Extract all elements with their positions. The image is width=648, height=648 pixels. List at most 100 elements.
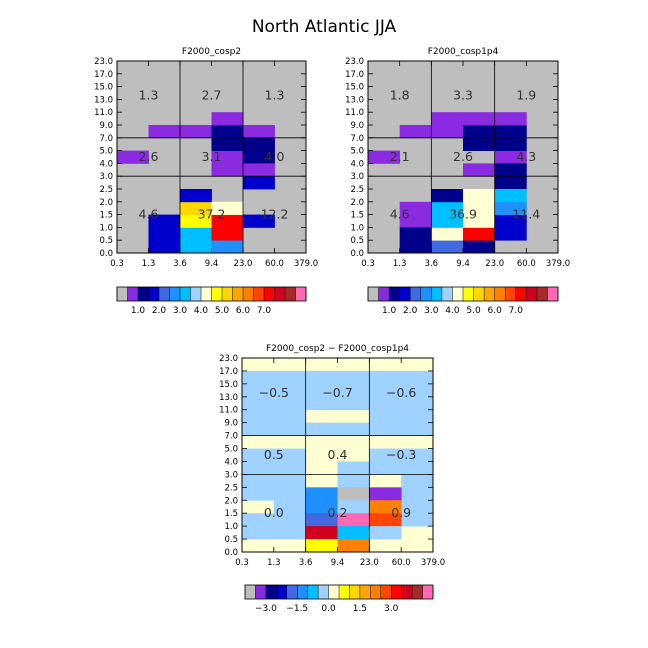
heatmap-cell [337, 461, 370, 475]
colorbar-swatch [505, 287, 517, 301]
heatmap-cell [463, 214, 496, 228]
group-value-label: 2.1 [390, 149, 410, 164]
heatmap-cell [211, 163, 244, 177]
heatmap-cell [494, 163, 527, 177]
heatmap-cell [148, 227, 181, 241]
colorbar-swatch [286, 585, 298, 599]
heatmap-cell [211, 112, 244, 126]
colorbar-swatch [359, 585, 371, 599]
heatmap-cell [401, 474, 434, 488]
heatmap-cell [401, 513, 434, 527]
heatmap-cell [273, 500, 307, 514]
x-tick-label: 0.3 [235, 558, 249, 568]
colorbar-tick-label: 0.0 [321, 604, 336, 614]
group-value-label: 4.6 [139, 207, 159, 222]
x-tick-label: 60.0 [392, 558, 411, 568]
colorbar-swatch [399, 287, 411, 301]
x-tick-label: 1.3 [142, 259, 156, 269]
heatmap-cell [148, 240, 181, 254]
heatmap-cell [337, 383, 370, 398]
colorbar-swatch [245, 585, 256, 599]
heatmap-cell [337, 500, 370, 514]
y-tick-label: 3.0 [224, 470, 238, 480]
heatmap-cell [369, 500, 402, 514]
group-value-label: 2.6 [453, 149, 473, 164]
colorbar-tick-label: −1.5 [286, 604, 308, 614]
heatmap-cell [243, 125, 275, 139]
colorbar-swatch [190, 287, 202, 301]
x-tick-label: 379.0 [546, 259, 570, 269]
heatmap-cell [305, 526, 338, 540]
colorbar-tick-label: 3.0 [384, 604, 399, 614]
colorbar-tick-label: 7.0 [509, 306, 524, 316]
colorbar-swatch [370, 585, 382, 599]
colorbar-tick-label: 2.0 [152, 306, 167, 316]
heatmap-cell [463, 227, 496, 241]
group-value-label: 4.3 [516, 149, 536, 164]
heatmap-cell [369, 383, 402, 398]
x-tick-label: 23.0 [485, 259, 504, 269]
y-tick-label: 17.0 [94, 70, 113, 80]
x-tick-label: 379.0 [294, 259, 318, 269]
heatmap-cell [211, 227, 244, 241]
colorbar-swatch [526, 287, 538, 301]
heatmap-cell [337, 422, 370, 436]
colorbar-swatch [463, 287, 474, 301]
heatmap-cell [242, 383, 275, 398]
heatmap-cell [273, 409, 307, 424]
colorbar-tick-label: 1.5 [353, 604, 367, 614]
y-tick-label: 13.0 [94, 95, 113, 105]
heatmap-cell [431, 189, 464, 203]
heatmap-cell [369, 487, 402, 501]
y-tick-label: 0.0 [224, 548, 238, 558]
main-title: North Atlantic JJA [252, 17, 397, 37]
heatmap-cell [337, 487, 370, 501]
y-tick-label: 15.0 [219, 380, 238, 390]
heatmap-cell [242, 370, 275, 385]
x-tick-label: 1.3 [393, 259, 407, 269]
y-tick-label: 9.0 [99, 121, 113, 131]
y-tick-label: 2.0 [99, 198, 113, 208]
colorbar-swatch [328, 585, 340, 599]
heatmap-cell [243, 137, 275, 151]
colorbar-swatch [264, 287, 275, 301]
x-tick-label: 9.4 [331, 558, 345, 568]
heatmap-cell [243, 163, 275, 177]
colorbar-swatch [547, 287, 559, 301]
colorbar-swatch [265, 585, 277, 599]
heatmap-cell [337, 474, 370, 488]
heatmap-cell [494, 176, 527, 190]
colorbar-tick-label: 5.0 [466, 306, 481, 316]
colorbar-swatch [232, 287, 244, 301]
panel-title: F2000_cosp2 [182, 47, 241, 57]
heatmap-cell [305, 513, 338, 527]
y-tick-label: 1.5 [224, 509, 238, 519]
heatmap-cell [431, 240, 464, 254]
heatmap-cell [337, 396, 370, 411]
x-tick-label: 23.0 [360, 558, 379, 568]
y-tick-label: 2.5 [99, 185, 113, 195]
colorbar-swatch [515, 287, 527, 301]
y-tick-label: 1.0 [350, 223, 364, 233]
heatmap-cell [463, 163, 496, 177]
heatmap-cell [148, 214, 181, 228]
heatmap-cell [305, 396, 338, 411]
group-value-label: 4.0 [265, 149, 285, 164]
colorbar-swatch [295, 287, 307, 301]
heatmap-cell [431, 214, 464, 228]
y-tick-label: 15.0 [345, 83, 364, 93]
heatmap-cell [463, 112, 496, 126]
heatmap-cell [369, 448, 402, 462]
colorbar-swatch [285, 287, 296, 301]
heatmap-cell [305, 370, 338, 385]
group-value-label: 3.1 [202, 149, 222, 164]
colorbar-frame [367, 286, 559, 302]
group-value-label: 3.3 [453, 88, 473, 103]
colorbar-swatch [420, 287, 432, 301]
heatmap-cell [431, 112, 464, 126]
colorbar-swatch [307, 585, 319, 599]
colorbar-swatch [253, 287, 265, 301]
y-tick-label: 23.0 [219, 354, 238, 364]
colorbar-swatch [255, 585, 267, 599]
